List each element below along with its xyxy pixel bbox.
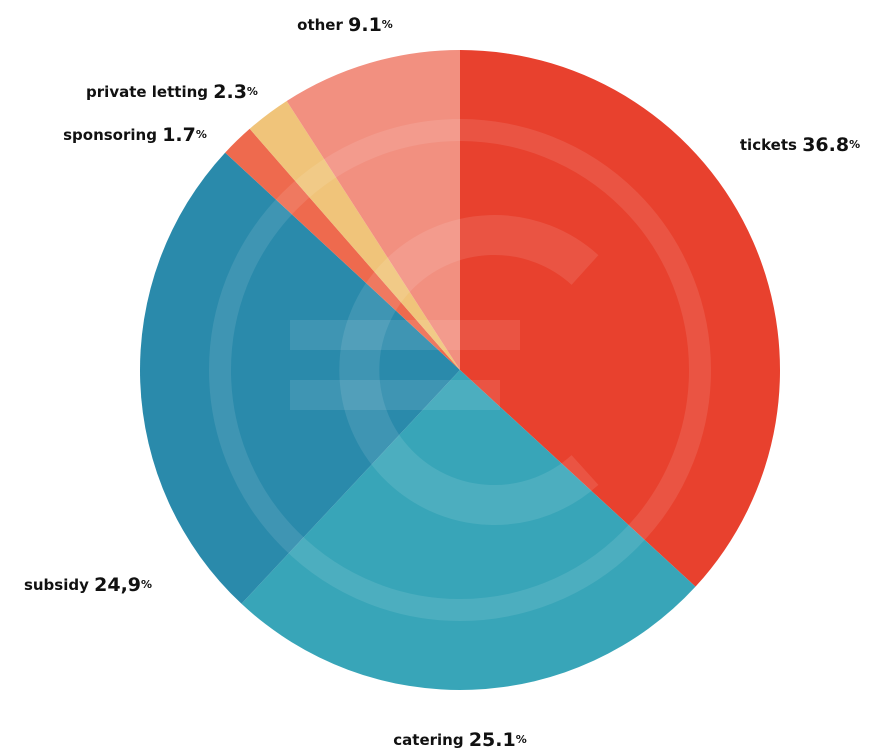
slice-label: private letting 2.3%: [86, 81, 258, 103]
value-label: 36.8%: [802, 134, 860, 156]
euro-watermark: [209, 119, 711, 621]
pie-slice: [460, 50, 781, 587]
pie-slice: [249, 100, 460, 370]
slice-label: subsidy 24,9%: [24, 574, 152, 596]
category-name: sponsoring: [63, 126, 157, 144]
slice-label: catering 25.1%: [393, 729, 526, 751]
category-name: tickets: [740, 136, 797, 154]
slice-label: other 9.1%: [297, 14, 393, 36]
value-label: 25.1%: [469, 729, 527, 751]
pie: [140, 50, 781, 690]
slice-label: sponsoring 1.7%: [63, 124, 207, 146]
value-label: 9.1%: [348, 14, 393, 36]
value-label: 24,9%: [94, 574, 152, 596]
category-name: subsidy: [24, 576, 89, 594]
pie-slice: [241, 370, 696, 690]
pie-slice: [225, 128, 460, 370]
category-name: private letting: [86, 83, 208, 101]
value-label: 2.3%: [213, 81, 258, 103]
value-label: 1.7%: [162, 124, 207, 146]
slice-label: tickets 36.8%: [740, 134, 860, 156]
category-name: other: [297, 16, 343, 34]
category-name: catering: [393, 731, 463, 749]
pie-slice: [140, 152, 460, 604]
pie-slice: [286, 50, 460, 370]
